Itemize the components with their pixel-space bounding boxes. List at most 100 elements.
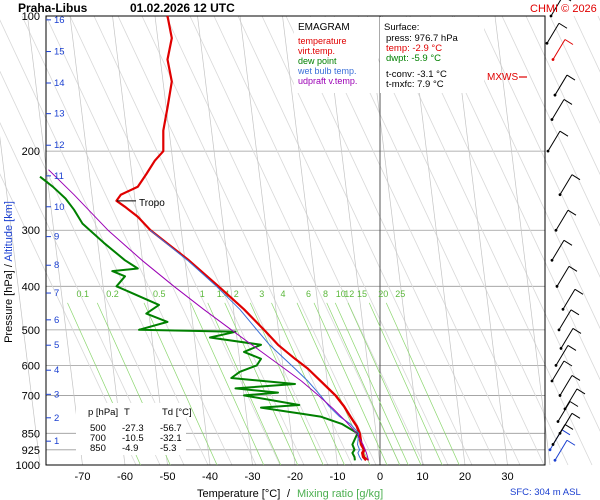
altitude-tick-label: 4 [54,365,59,376]
dry-adiabat-line [525,15,600,176]
mixing-ratio-line [207,302,282,466]
xlabel-separator: / [287,488,291,500]
dry-adiabat-line [477,15,600,278]
temperature-tick-label: -50 [160,471,176,483]
surface-title: Surface: [384,22,419,33]
pressure-tick-label: 600 [22,360,40,372]
pressure-tick-label: 400 [22,281,40,293]
wind-barb-staff [564,388,578,410]
dry-adiabat-line [117,15,329,466]
wind-barb-dot [551,443,555,446]
table-cell: 700 [90,433,106,444]
altitude-tick-label: 1 [54,436,59,447]
wind-barb-dot [553,93,557,97]
wind-barb-dot [561,307,565,311]
isotherm-line [239,15,296,466]
altitude-tick-label: 12 [54,140,65,151]
temperature-tick-label: -30 [245,471,261,483]
wind-barb-flag [567,344,577,351]
altitude-tick-label: 16 [54,15,65,26]
isotherm-line [197,15,253,466]
dry-adiabat-line [501,15,600,227]
wind-barb-flag [569,401,579,407]
isotherm-line [69,15,126,466]
wind-barb-flag [563,360,573,367]
mixing-ratio-label: 3 [259,289,264,299]
wind-barb-dot [554,363,558,367]
mixing-ratio-label: 15 [357,289,367,299]
altitude-tick-label: 7 [54,288,59,299]
altitude-tick-label: 8 [54,260,59,271]
xlabel-mixing-ratio: Mixing ratio [g/kg] [297,488,383,500]
mixing-ratio-line [347,302,422,466]
isotherm-line [154,15,211,466]
wind-barb-flag [571,412,581,419]
surface-row: dwpt: -5.9 °C [386,53,441,64]
series-layer [39,15,369,462]
mixing-ratio-label: 25 [395,289,405,299]
temperature-tick-label: -10 [330,471,346,483]
wind-barb-staff [551,360,565,382]
altitude-tick-label: 2 [54,413,59,424]
wind-barb-dot [553,458,557,462]
wind-barb-staff [559,174,573,195]
wind-barb-dot [556,420,560,423]
mixing-ratio-line [368,302,443,466]
wind-barb-staff [550,0,562,17]
wind-barb-staff [559,375,573,396]
wind-barb-layer [545,0,586,462]
wind-barb-flag [564,424,574,430]
temperature-tick-label: -60 [117,471,133,483]
pressure-tick-label: 100 [22,11,40,23]
wind-barb-dot [546,149,550,153]
mixing-ratio-label: 2 [234,289,239,299]
pressure-tick-label: 925 [22,445,40,457]
table-cell: -27.3 [122,423,144,434]
wind-barb-staff [559,413,573,434]
table-cell: 500 [90,423,106,434]
temperature-tick-label: -70 [75,471,91,483]
table-cell: -10.5 [122,433,144,444]
temperature-tick-label: 10 [416,471,428,483]
table-header-cell: T [124,407,130,418]
altitude-tick-label: 3 [54,389,59,400]
wind-barb-staff [546,22,560,44]
series-wet-bulb-temp-line [149,229,363,461]
dry-adiabat-line [21,15,233,466]
wind-barb-flag [574,288,584,295]
dry-adiabat-line [93,15,305,466]
wind-barb-flag [564,39,574,45]
isotherm-line [282,15,338,466]
mixing-ratio-line [326,302,401,466]
pressure-tick-label: 1000 [16,460,40,472]
wind-barb-dot [550,118,554,121]
wind-barb-flag [576,388,586,395]
temperature-tick-label: -40 [202,471,218,483]
temperature-tick-label: -20 [287,471,303,483]
legend-title: EMAGRAM [298,22,350,33]
pressure-tick-label: 700 [22,390,40,402]
wind-barb-staff [558,309,572,331]
surface-row: t-conv: -3.1 °C [386,69,447,80]
wind-barb-dot [549,14,553,18]
mixing-ratio-label: 4 [281,289,286,299]
dry-adiabat-line [189,15,401,466]
wind-barb-dot [551,58,555,61]
mixing-ratio-label: 0.5 [153,289,166,299]
dry-adiabat-line [453,15,600,330]
altitude-tick-label: 15 [54,47,65,58]
wind-barb-flag [571,174,581,181]
mixing-ratio-label: 6 [306,289,311,299]
wind-barb-dot [555,284,559,288]
altitude-tick-label: 6 [54,315,59,326]
wind-barb-dot [563,407,567,411]
tropo-label: Tropo [139,198,165,209]
wind-barb-dot [554,228,558,232]
wind-barb-dot [558,394,562,397]
wind-barb-dot [550,258,554,262]
mixing-ratio-line [313,302,388,466]
wind-barb-flag [568,0,572,2]
mixing-ratio-line [271,302,345,466]
wind-barb-flag [558,22,568,29]
surface-row: temp: -2.9 °C [386,43,442,54]
